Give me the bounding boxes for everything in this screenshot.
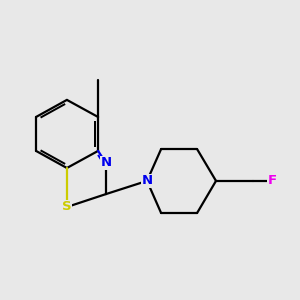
Text: F: F [268, 174, 277, 188]
Text: N: N [141, 174, 153, 188]
Text: S: S [62, 200, 72, 214]
Text: N: N [100, 156, 112, 170]
